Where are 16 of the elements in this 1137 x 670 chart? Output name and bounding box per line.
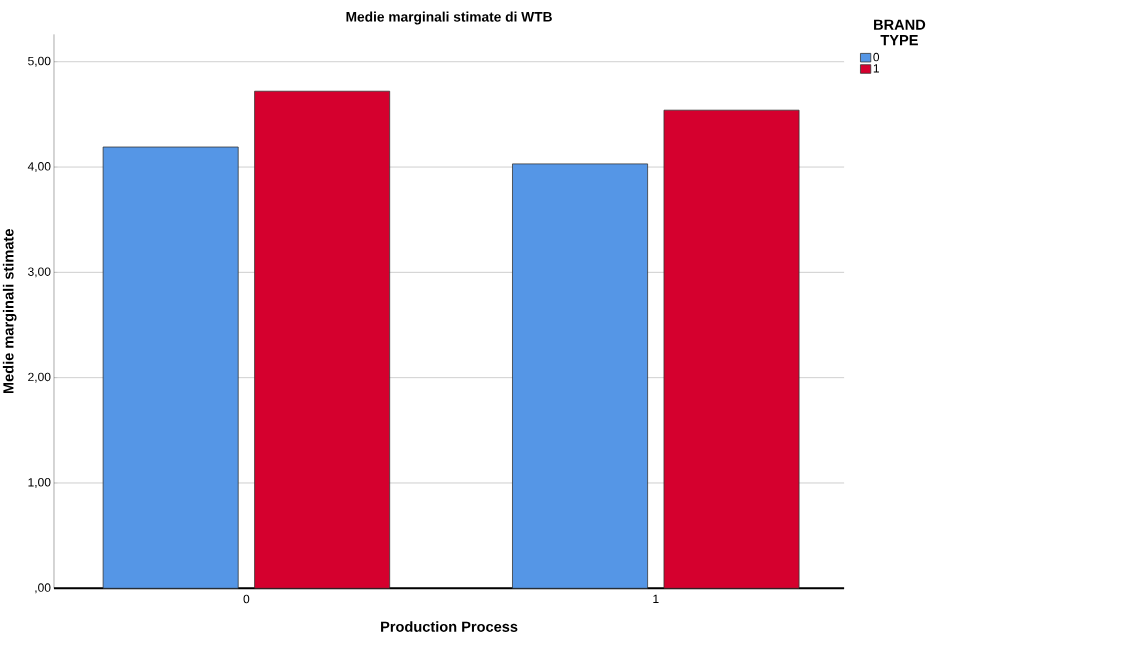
legend-label: 0 xyxy=(873,52,880,62)
bar xyxy=(254,90,391,589)
chart-title: Medie marginali stimate di WTB xyxy=(346,11,552,25)
bar xyxy=(663,109,800,589)
y-tick-label: 4,00 xyxy=(27,162,51,173)
y-tick-label: 2,00 xyxy=(28,372,51,383)
legend-label: 1 xyxy=(873,64,879,73)
y-axis-title: Medie marginali stimate xyxy=(2,229,17,394)
x-axis-title: Production Process xyxy=(381,621,518,632)
legend-title: BRAND TYPE xyxy=(874,19,926,46)
y-tick-label: 5,00 xyxy=(28,56,51,67)
bar xyxy=(512,163,648,589)
bar xyxy=(102,146,239,589)
y-tick-label: 1,00 xyxy=(28,478,51,489)
y-tick-label: 3,00 xyxy=(28,267,51,278)
y-tick-label: ,00 xyxy=(35,583,51,594)
